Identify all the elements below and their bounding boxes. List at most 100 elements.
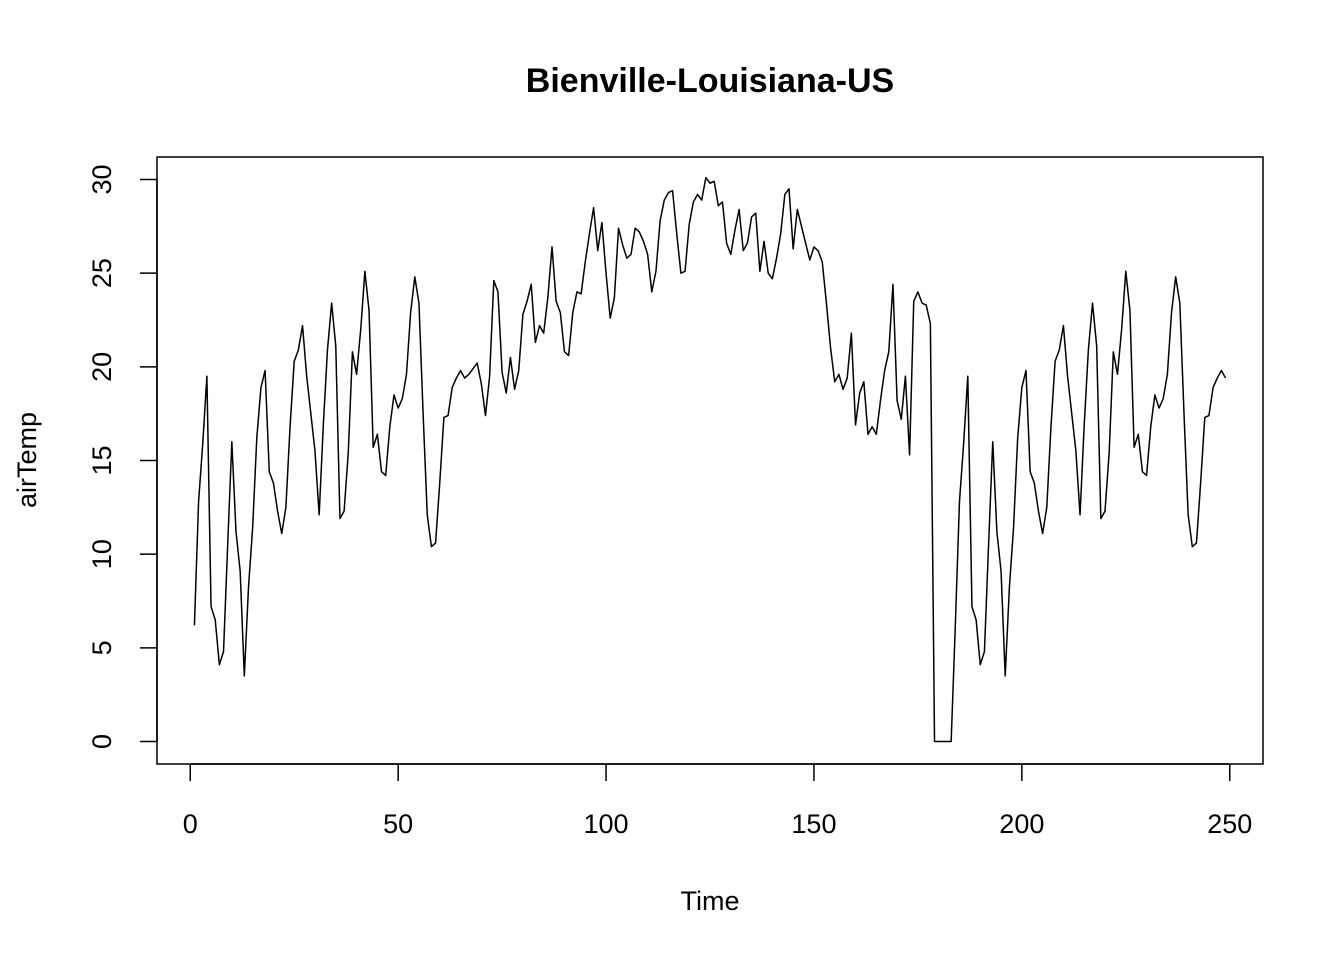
data-point xyxy=(921,303,922,304)
data-point xyxy=(227,544,228,545)
data-point xyxy=(855,424,856,425)
y-tick-label: 15 xyxy=(87,445,117,475)
data-point xyxy=(269,471,270,472)
data-point xyxy=(294,361,295,362)
data-point xyxy=(256,437,257,438)
data-point xyxy=(423,413,424,414)
data-point xyxy=(734,229,735,230)
chart-title: Bienville-Louisiana-US xyxy=(526,62,894,100)
data-point xyxy=(739,209,740,210)
data-point xyxy=(510,357,511,358)
data-point xyxy=(310,413,311,414)
data-point xyxy=(335,346,336,347)
y-axis: 0 5 10 15 20 25 30 xyxy=(87,164,158,749)
data-point xyxy=(980,664,981,665)
data-point xyxy=(1059,349,1060,350)
data-point xyxy=(635,228,636,229)
data-point xyxy=(942,741,943,742)
data-point xyxy=(277,510,278,511)
data-point xyxy=(493,280,494,281)
data-point xyxy=(460,370,461,371)
data-point xyxy=(393,394,394,395)
data-point xyxy=(1200,482,1201,483)
data-point xyxy=(605,273,606,274)
data-point xyxy=(726,243,727,244)
data-point xyxy=(1021,387,1022,388)
data-point xyxy=(593,207,594,208)
data-point xyxy=(892,284,893,285)
data-point xyxy=(514,389,515,390)
airtemp-series-line xyxy=(193,176,1227,743)
data-point xyxy=(826,303,827,304)
data-point xyxy=(664,199,665,200)
data-point xyxy=(614,297,615,298)
y-tick-label: 20 xyxy=(87,352,117,382)
data-point xyxy=(539,325,540,326)
data-point xyxy=(551,246,552,247)
data-point xyxy=(377,434,378,435)
data-point xyxy=(364,271,365,272)
data-point xyxy=(265,370,266,371)
data-point xyxy=(323,424,324,425)
data-point xyxy=(901,419,902,420)
data-point xyxy=(680,273,681,274)
data-point xyxy=(959,501,960,502)
data-point xyxy=(235,531,236,532)
data-point xyxy=(481,383,482,384)
data-point xyxy=(285,507,286,508)
data-point xyxy=(917,291,918,292)
data-point xyxy=(1196,542,1197,543)
data-point xyxy=(676,233,677,234)
data-point xyxy=(701,199,702,200)
data-point xyxy=(427,514,428,515)
data-point xyxy=(485,415,486,416)
data-point xyxy=(1071,413,1072,414)
data-point xyxy=(988,544,989,545)
data-point xyxy=(705,177,706,178)
data-point xyxy=(1208,415,1209,416)
data-point xyxy=(477,362,478,363)
data-point xyxy=(847,377,848,378)
data-point xyxy=(851,333,852,334)
data-point xyxy=(842,389,843,390)
data-point xyxy=(714,181,715,182)
data-point xyxy=(1084,424,1085,425)
data-point xyxy=(543,333,544,334)
data-point xyxy=(788,188,789,189)
data-point xyxy=(244,675,245,676)
data-point xyxy=(194,625,195,626)
data-point xyxy=(1179,303,1180,304)
data-point xyxy=(809,259,810,260)
data-point xyxy=(597,250,598,251)
data-point xyxy=(655,271,656,272)
data-point xyxy=(1030,471,1031,472)
x-tick-label: 200 xyxy=(999,809,1044,839)
data-point xyxy=(560,312,561,313)
data-point xyxy=(610,318,611,319)
data-point xyxy=(1221,370,1222,371)
data-point xyxy=(585,261,586,262)
data-point xyxy=(1183,413,1184,414)
data-point xyxy=(502,372,503,373)
data-point xyxy=(414,276,415,277)
data-point xyxy=(406,374,407,375)
data-point xyxy=(963,443,964,444)
data-point xyxy=(468,374,469,375)
data-point xyxy=(1158,407,1159,408)
data-point xyxy=(589,233,590,234)
data-point xyxy=(302,325,303,326)
data-point xyxy=(684,271,685,272)
x-tick-label: 100 xyxy=(584,809,629,839)
data-point xyxy=(231,441,232,442)
data-point xyxy=(730,254,731,255)
data-point xyxy=(1142,471,1143,472)
data-point xyxy=(1213,387,1214,388)
data-point xyxy=(344,510,345,511)
data-point xyxy=(1088,349,1089,350)
x-tick-label: 0 xyxy=(183,809,198,839)
data-point xyxy=(639,231,640,232)
data-point xyxy=(867,434,868,435)
data-point xyxy=(381,471,382,472)
data-point xyxy=(863,381,864,382)
data-point xyxy=(876,434,877,435)
